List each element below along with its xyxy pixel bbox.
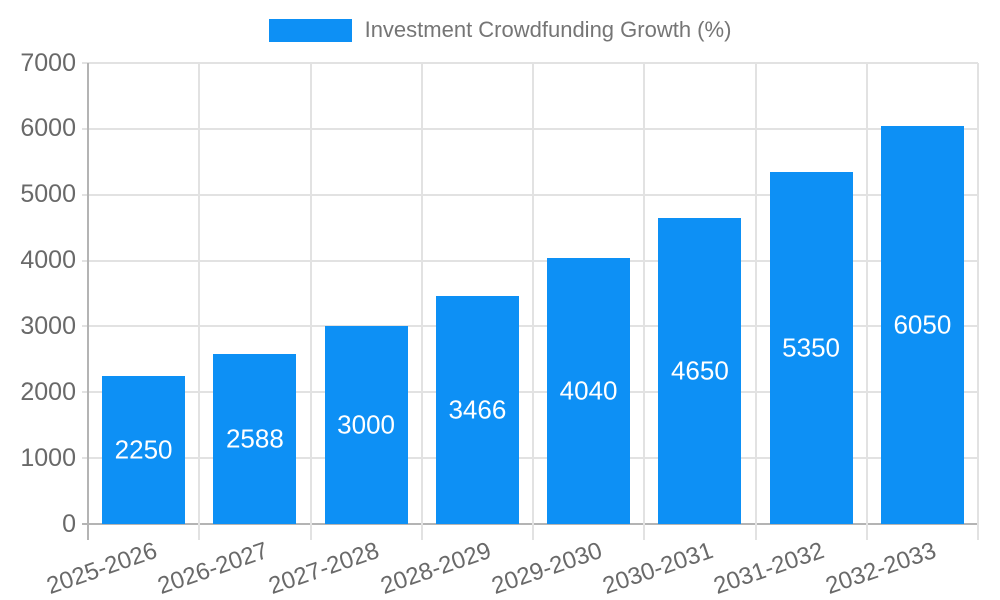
x-tick-label: 2027-2028 [265,537,383,600]
bar [102,375,186,524]
legend-label: Investment Crowdfunding Growth (%) [364,17,732,42]
v-gridline [643,63,646,540]
h-gridline [82,457,978,460]
bar [435,295,519,524]
y-tick-label: 1000 [20,443,76,472]
x-tick-label: 2028-2029 [376,537,495,600]
y-tick-label: 3000 [20,311,76,340]
bar-value-label: 5350 [782,332,841,363]
h-gridline [82,325,978,328]
bar [324,326,408,524]
bar-value-label: 2250 [114,434,173,465]
x-tick-label: 2029-2030 [488,537,606,600]
bar-value-label: 4650 [670,355,729,386]
v-gridline [754,63,757,540]
y-tick-label: 5000 [20,180,76,209]
v-gridline [532,63,534,540]
y-tick-label: 0 [62,509,76,538]
bar-value-label: 4040 [559,375,618,406]
x-axis-baseline [82,523,978,525]
x-tick-label: 2030-2031 [599,537,717,600]
legend: Investment Crowdfunding Growth (%) [0,17,1000,43]
h-gridline [82,259,978,262]
bar-value-label: 6050 [893,309,952,340]
x-tick-label: 2026-2027 [154,537,272,600]
bar-value-label: 3466 [448,394,507,425]
y-axis-line [87,63,89,540]
h-gridline [82,391,978,394]
y-tick-label: 2000 [20,377,76,406]
legend-swatch [268,18,352,42]
h-gridline [82,62,978,64]
bar [769,171,853,524]
h-gridline [82,127,978,130]
y-tick-label: 4000 [20,246,76,275]
v-gridline [865,63,868,540]
y-tick-label: 7000 [20,48,76,77]
v-gridline [420,63,423,540]
bar [547,257,631,524]
bar-value-label: 2588 [225,423,284,454]
bar [213,353,297,524]
v-gridline [198,63,201,540]
v-gridline [309,63,312,540]
y-tick-label: 6000 [20,114,76,143]
bar-value-label: 3000 [337,409,396,440]
bar [880,125,964,524]
x-tick-label: 2031-2032 [710,537,828,600]
v-gridline [977,63,979,540]
x-tick-label: 2025-2026 [43,537,161,600]
bar [658,217,742,524]
h-gridline [82,193,978,196]
x-tick-label: 2032-2033 [821,537,940,600]
